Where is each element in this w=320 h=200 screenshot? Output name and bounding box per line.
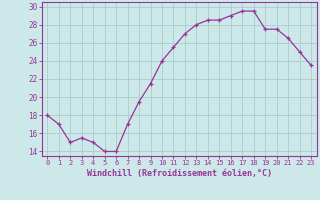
X-axis label: Windchill (Refroidissement éolien,°C): Windchill (Refroidissement éolien,°C) <box>87 169 272 178</box>
